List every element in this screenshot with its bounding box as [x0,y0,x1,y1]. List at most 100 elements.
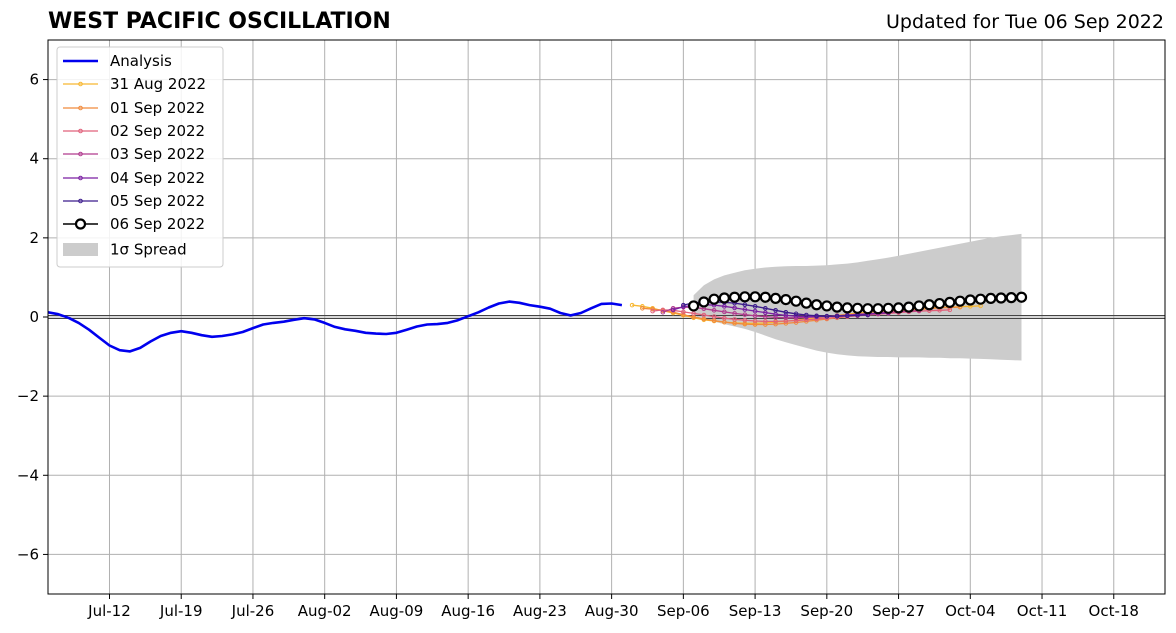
current-forecast-point [718,292,730,304]
plot-area [48,233,1165,361]
current-forecast-point [810,299,823,311]
current-forecast-point [872,303,884,315]
y-tick-label: 2 [29,229,39,247]
current-forecast-point [831,301,843,313]
current-forecast-point [954,295,966,307]
current-forecast-point [688,300,700,312]
legend: Analysis 31 Aug 2022 01 Sep 2022 02 Sep 202… [56,46,224,268]
forecast-point [763,319,768,324]
legend-forecast-marker [78,151,83,157]
current-forecast-point [728,291,741,303]
spread-band [693,233,1022,361]
forecast-point [793,318,799,323]
forecast-point [732,305,737,311]
current-forecast-point [769,292,782,305]
current-forecast-point [790,295,802,307]
legend-forecast-marker [78,81,83,87]
x-tick-label: Jul-26 [231,602,275,620]
forecast-point [691,311,696,316]
current-forecast-point [903,301,915,313]
legend-forecast-marker [78,175,83,181]
x-tick-label: Aug-30 [585,602,639,620]
plot-frame [47,39,1166,595]
legend-forecast-label: 01 Sep 2022 [110,99,205,117]
forecast-point [824,313,830,319]
forecast-point [711,314,717,319]
current-forecast-point [913,300,925,312]
x-tick-label: Aug-09 [370,602,424,620]
current-forecast-point [698,296,710,308]
current-forecast-point [1005,292,1017,304]
forecast-point [742,312,748,317]
forecast-point [742,317,748,323]
legend-analysis-label: Analysis [110,52,172,70]
forecast-point [732,317,737,322]
forecast-point [752,313,758,319]
legend-forecast-label: 02 Sep 2022 [110,122,205,140]
y-tick-label: −2 [17,387,39,405]
current-forecast-point [892,302,905,314]
current-forecast-point [995,292,1007,304]
forecast-point [752,318,758,324]
current-forecast-point [1015,291,1028,303]
legend-forecast-label: 31 Aug 2022 [110,75,206,93]
x-tick-label: Sep-27 [872,602,925,620]
forecast-point [732,311,737,316]
current-forecast-point [974,293,987,305]
forecast-point [783,309,789,315]
forecast-point [804,312,809,318]
forecast-point [629,302,635,308]
x-tick-label: Oct-11 [1017,602,1067,620]
legend-forecast-label: 05 Sep 2022 [110,192,205,210]
current-forecast-point [862,303,874,315]
forecast-point [670,305,676,311]
forecast-point [640,305,645,311]
y-tick-label: 0 [29,308,39,326]
current-forecast-point [933,297,946,310]
x-tick-label: Aug-23 [513,602,567,620]
current-forecast-point [708,293,720,305]
x-tick-label: Jul-19 [159,602,203,620]
current-forecast-point [944,296,956,308]
current-forecast-point [923,299,935,311]
legend-forecast-label: 04 Sep 2022 [110,169,205,187]
current-forecast-point [821,300,833,312]
current-forecast-point [882,302,894,314]
current-forecast-point [985,292,997,305]
forecast-point [722,315,727,321]
current-forecast-point [780,293,792,306]
legend-spread-swatch [63,243,98,256]
current-forecast-point [841,302,853,314]
forecast-point [742,302,748,308]
legend-forecast-marker [78,105,83,111]
x-tick-label: Sep-06 [657,602,710,620]
y-tick-label: 6 [29,71,39,89]
x-tick-label: Aug-16 [441,602,495,620]
current-forecast-point [800,297,812,309]
forecast-point [763,310,768,315]
current-forecast-point [739,291,751,303]
y-tick-label: −6 [17,545,39,563]
legend-forecast-label: 03 Sep 2022 [110,145,205,163]
forecast-point [701,312,707,318]
x-tick-label: Oct-18 [1089,602,1139,620]
analysis-line [48,300,623,353]
chart-subtitle: Updated for Tue 06 Sep 2022 [886,11,1164,33]
legend-current-marker [74,218,87,230]
forecast-point [722,309,727,315]
forecast-point [763,305,768,311]
forecast-point [947,307,953,313]
forecast-point [660,309,666,315]
forecast-point [773,321,778,327]
forecast-point [793,311,799,317]
forecast-point [752,304,758,309]
forecast-point [742,307,748,312]
forecast-point [681,309,686,315]
current-forecast-point [964,294,976,306]
legend-current-label: 06 Sep 2022 [110,215,205,233]
forecast-point [670,307,676,313]
y-tick-label: 4 [29,150,39,168]
legend-forecast-marker [78,198,83,204]
forecast-point [773,307,778,313]
